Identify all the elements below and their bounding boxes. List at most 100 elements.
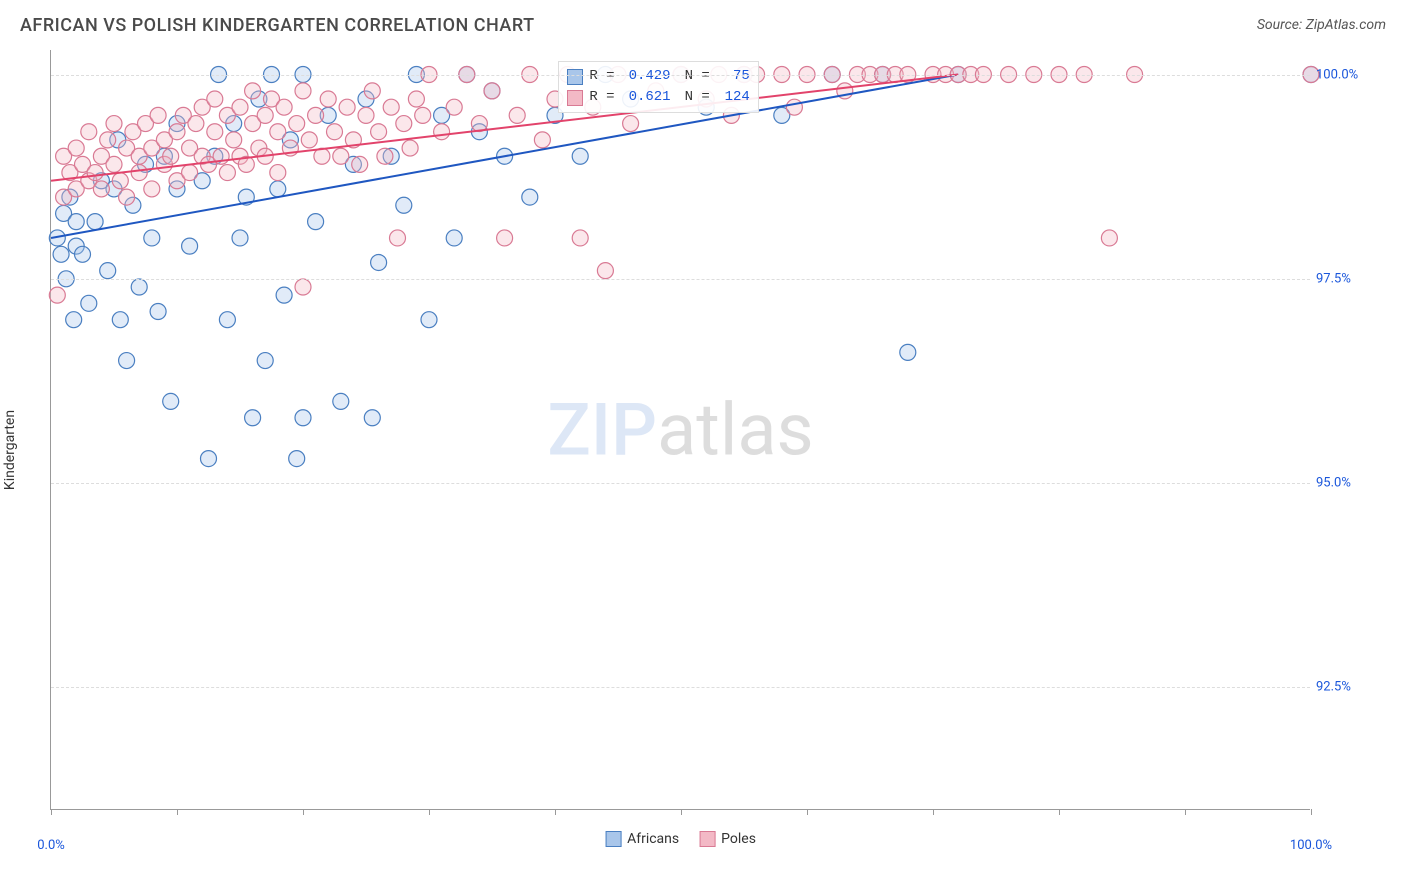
scatter-point: [87, 214, 103, 230]
chart-title: AFRICAN VS POLISH KINDERGARTEN CORRELATI…: [20, 15, 535, 36]
scatter-point: [339, 99, 355, 115]
scatter-point: [333, 148, 349, 164]
y-tick-label: 97.5%: [1316, 271, 1376, 286]
scatter-point: [383, 99, 399, 115]
x-tick: [933, 809, 934, 815]
y-axis-label: Kindergarten: [2, 410, 18, 490]
scatter-point: [131, 279, 147, 295]
scatter-point: [150, 304, 166, 320]
chart-header: AFRICAN VS POLISH KINDERGARTEN CORRELATI…: [0, 0, 1406, 50]
x-tick: [429, 809, 430, 815]
scatter-point: [371, 254, 387, 270]
y-tick-label: 92.5%: [1316, 680, 1376, 695]
scatter-point: [623, 116, 639, 132]
scatter-point: [900, 344, 916, 360]
scatter-point: [219, 165, 235, 181]
scatter-point: [232, 230, 248, 246]
grid-line: [51, 279, 1310, 280]
legend-n-value: 124: [716, 87, 750, 108]
scatter-point: [257, 107, 273, 123]
chart-container: Kindergarten ZIPatlas R =0.429N =75R =0.…: [50, 50, 1390, 850]
x-tick-label: 0.0%: [37, 838, 65, 853]
scatter-point: [1101, 230, 1117, 246]
scatter-point: [572, 230, 588, 246]
grid-line: [51, 483, 1310, 484]
scatter-point: [352, 156, 368, 172]
scatter-point: [390, 230, 406, 246]
scatter-point: [81, 124, 97, 140]
scatter-point: [245, 83, 261, 99]
scatter-point: [163, 393, 179, 409]
legend-swatch-icon: [699, 831, 715, 847]
scatter-point: [295, 410, 311, 426]
legend-n-value: 75: [716, 66, 750, 87]
series-legend-item: Poles: [699, 831, 756, 847]
scatter-point: [301, 132, 317, 148]
scatter-point: [163, 148, 179, 164]
scatter-point: [446, 230, 462, 246]
scatter-point: [597, 263, 613, 279]
scatter-point: [201, 451, 217, 467]
scatter-point: [219, 312, 235, 328]
scatter-point: [289, 451, 305, 467]
scatter-point: [119, 353, 135, 369]
legend-n-label: N =: [685, 87, 710, 108]
scatter-point: [396, 197, 412, 213]
x-tick-label: 100.0%: [1290, 838, 1332, 853]
scatter-point: [572, 148, 588, 164]
scatter-point: [270, 124, 286, 140]
scatter-point: [320, 91, 336, 107]
scatter-point: [169, 124, 185, 140]
scatter-point: [484, 83, 500, 99]
scatter-point: [270, 181, 286, 197]
scatter-point: [100, 132, 116, 148]
scatter-point: [289, 116, 305, 132]
legend-n-label: N =: [685, 66, 710, 87]
x-tick: [807, 809, 808, 815]
scatter-point: [786, 99, 802, 115]
scatter-point: [53, 246, 69, 262]
x-tick: [303, 809, 304, 815]
grid-line: [51, 687, 1310, 688]
scatter-point: [75, 246, 91, 262]
scatter-point: [112, 173, 128, 189]
scatter-point: [182, 165, 198, 181]
legend-swatch-icon: [567, 69, 583, 85]
scatter-point: [276, 99, 292, 115]
scatter-point: [534, 132, 550, 148]
scatter-point: [364, 410, 380, 426]
scatter-point: [257, 353, 273, 369]
scatter-point: [327, 124, 343, 140]
series-legend-label: Poles: [721, 831, 756, 847]
scatter-point: [408, 91, 424, 107]
scatter-point: [358, 107, 374, 123]
legend-r-value: 0.429: [621, 66, 671, 87]
scatter-point: [396, 116, 412, 132]
scatter-point: [245, 410, 261, 426]
scatter-point: [276, 287, 292, 303]
scatter-point: [371, 124, 387, 140]
scatter-point: [87, 165, 103, 181]
scatter-point: [308, 107, 324, 123]
scatter-point: [421, 312, 437, 328]
correlation-legend: R =0.429N =75R =0.621N =124: [558, 61, 758, 113]
x-tick: [51, 809, 52, 815]
scatter-point: [308, 214, 324, 230]
scatter-point: [434, 124, 450, 140]
scatter-point: [150, 107, 166, 123]
series-legend: Africans Poles: [605, 831, 756, 847]
scatter-point: [207, 124, 223, 140]
scatter-point: [182, 238, 198, 254]
scatter-point: [68, 214, 84, 230]
scatter-point: [66, 312, 82, 328]
legend-r-label: R =: [589, 66, 614, 87]
plot-area: ZIPatlas R =0.429N =75R =0.621N =124 Afr…: [50, 50, 1310, 810]
x-tick: [1185, 809, 1186, 815]
scatter-point: [100, 263, 116, 279]
series-legend-label: Africans: [627, 831, 679, 847]
scatter-point: [402, 140, 418, 156]
x-tick: [1059, 809, 1060, 815]
legend-row: R =0.621N =124: [567, 87, 749, 108]
scatter-point: [226, 132, 242, 148]
grid-line: [51, 75, 1310, 76]
